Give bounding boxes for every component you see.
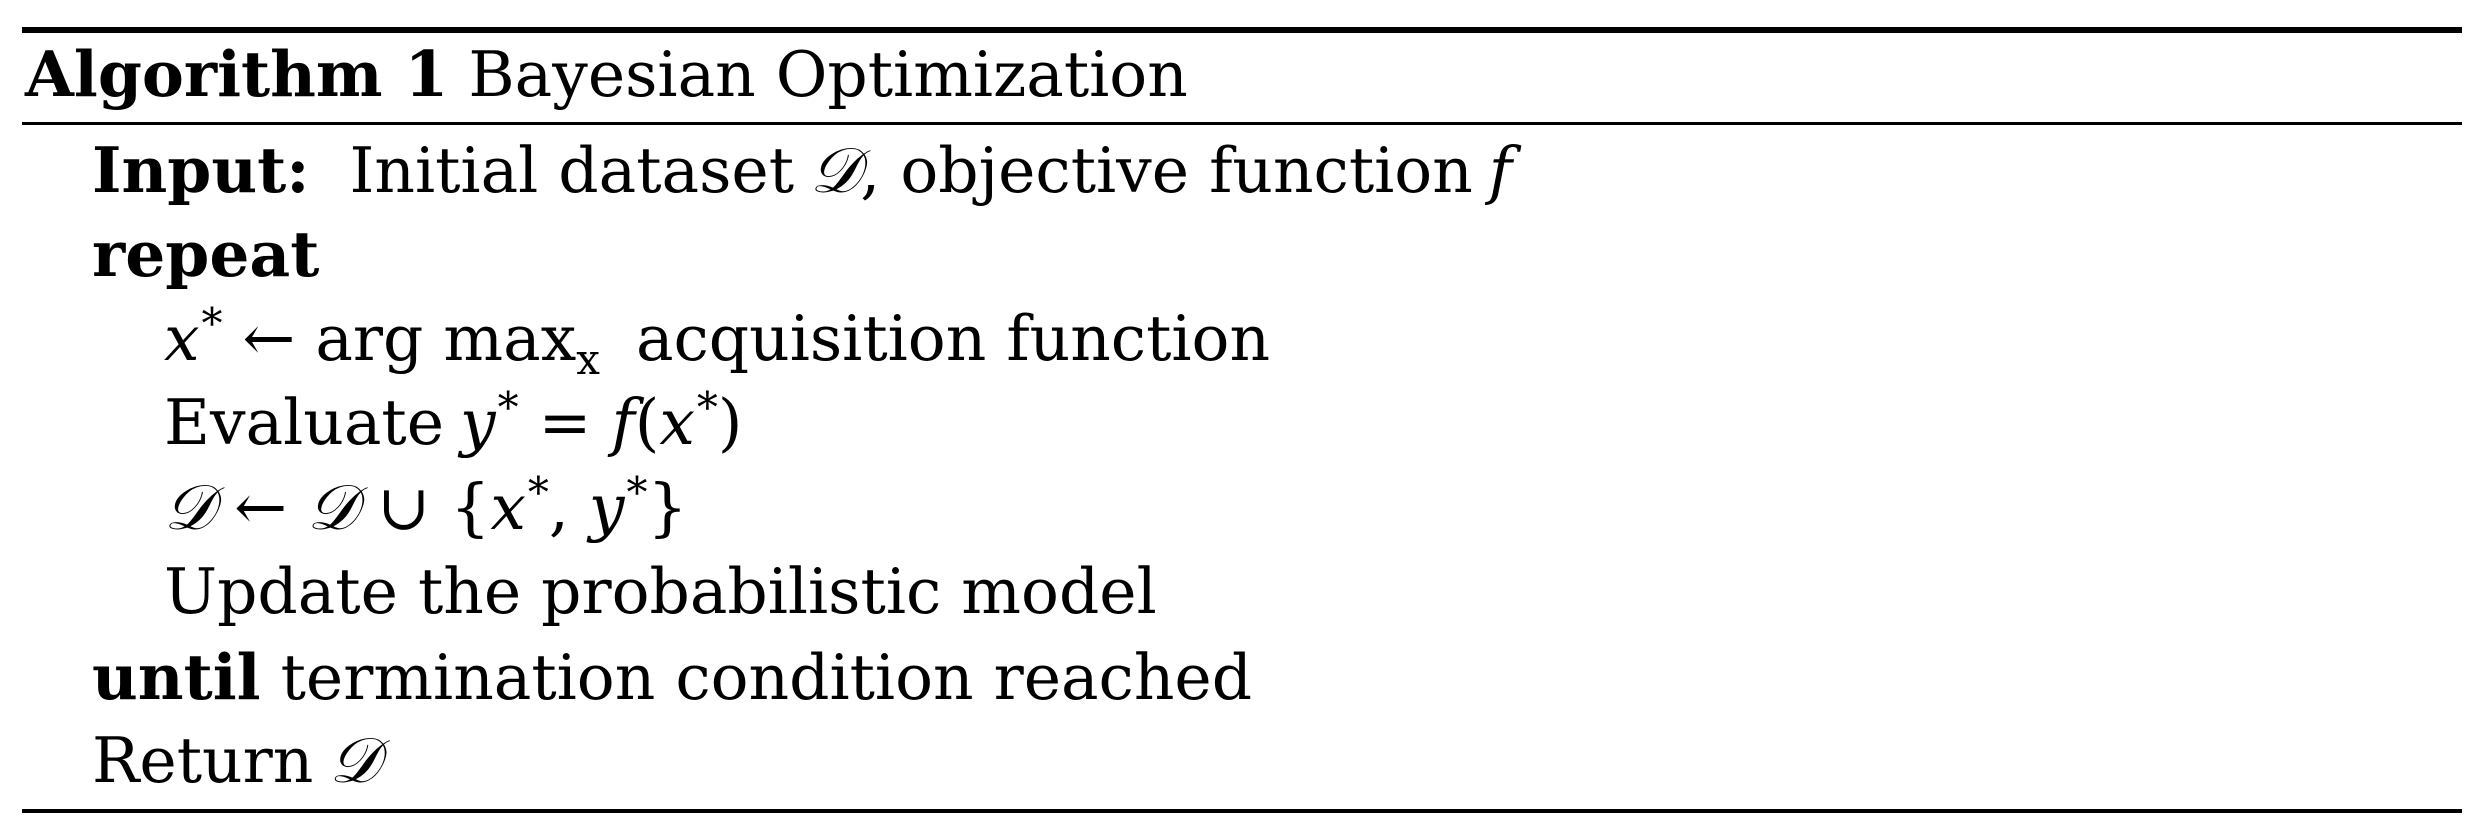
- x-star-var: x: [164, 302, 200, 375]
- repeat-line: repeat: [92, 214, 319, 294]
- model-update-text: Update the probabilistic model: [164, 555, 1157, 628]
- union-open: ∪ {: [357, 471, 491, 544]
- top-rule: [22, 27, 2462, 33]
- star-superscript: *: [696, 383, 718, 432]
- bottom-rule: [22, 809, 2462, 813]
- evaluate-step: Evaluate y* = f(x*): [164, 383, 743, 463]
- repeat-keyword: repeat: [92, 217, 320, 291]
- star-superscript: *: [527, 468, 549, 517]
- algorithm-name: Bayesian Optimization: [468, 38, 1188, 111]
- until-keyword: until: [92, 640, 261, 714]
- dataset-update-step: 𝒟 ← 𝒟 ∪ {x*, y*}: [164, 468, 688, 548]
- input-keyword: Input:: [92, 133, 310, 207]
- y-var: y: [588, 471, 625, 544]
- star-superscript: *: [626, 468, 648, 517]
- dataset-symbol: 𝒟: [307, 471, 358, 544]
- input-line: Input: Initial dataset 𝒟, objective functi…: [92, 130, 1512, 210]
- input-text: Initial dataset: [349, 134, 795, 207]
- algorithm-label: Algorithm 1: [25, 37, 449, 111]
- argmax-operator: ← arg max: [222, 302, 577, 375]
- x-var: x: [659, 386, 695, 459]
- equals-sign: =: [518, 386, 612, 459]
- x-var: x: [490, 471, 526, 544]
- dataset-symbol: 𝒟: [164, 471, 215, 544]
- return-line: Return 𝒟: [92, 721, 380, 801]
- dataset-symbol: 𝒟: [810, 134, 861, 207]
- evaluate-text: Evaluate: [164, 386, 445, 459]
- dataset-symbol: 𝒟: [329, 724, 380, 797]
- star-superscript: *: [201, 299, 223, 348]
- function-symbol: f: [1488, 134, 1513, 207]
- paren-open: (: [634, 386, 660, 459]
- return-text: Return: [92, 724, 314, 797]
- acquisition-text: acquisition function: [615, 302, 1271, 375]
- model-update-step: Update the probabilistic model: [164, 552, 1157, 632]
- until-text: termination condition reached: [260, 641, 1253, 714]
- y-var: y: [460, 386, 496, 459]
- header-rule: [22, 122, 2462, 125]
- star-superscript: *: [497, 383, 519, 432]
- f-var: f: [611, 386, 635, 459]
- argmax-subscript: x: [576, 335, 600, 384]
- assign-arrow: ←: [214, 471, 308, 544]
- algorithm-title: Algorithm 1 Bayesian Optimization: [25, 34, 1188, 114]
- until-line: until termination condition reached: [92, 637, 1252, 717]
- input-text-2: , objective function: [860, 134, 1473, 207]
- brace-close: }: [647, 471, 688, 544]
- comma: ,: [548, 471, 589, 544]
- acquisition-step: x* ← arg maxx acquisition function: [164, 299, 1271, 381]
- paren-close: ): [717, 386, 743, 459]
